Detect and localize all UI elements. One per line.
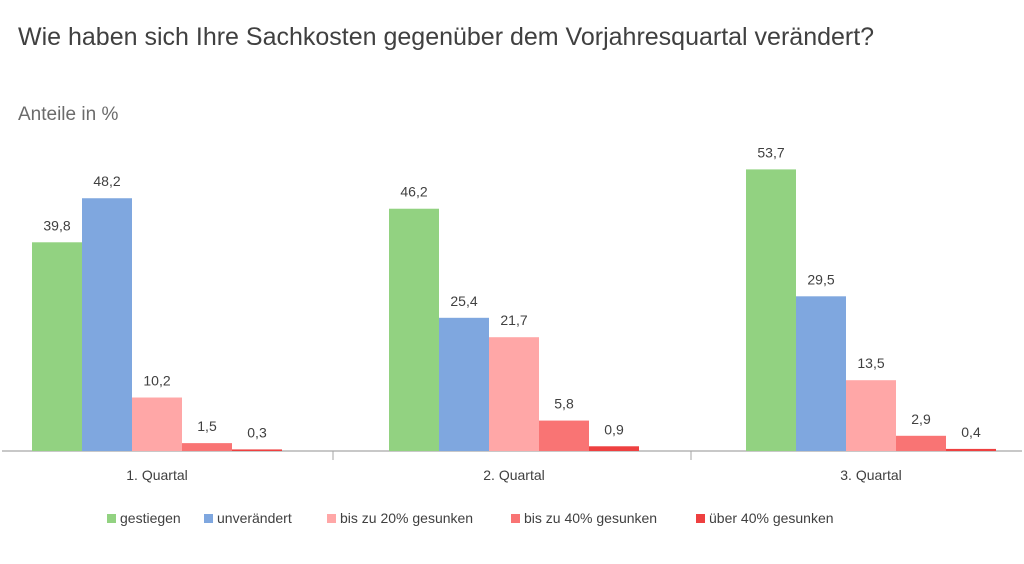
category-label-3: 3. Quartal bbox=[840, 467, 901, 483]
data-label-2-4: 5,8 bbox=[554, 396, 574, 412]
legend-label-3: bis zu 20% gesunken bbox=[340, 510, 473, 526]
bar-1-5 bbox=[232, 449, 282, 451]
data-label-1-3: 10,2 bbox=[143, 373, 170, 389]
data-label-2-2: 25,4 bbox=[450, 293, 477, 309]
bar-1-4 bbox=[182, 443, 232, 451]
data-label-2-5: 0,9 bbox=[604, 421, 624, 437]
bar-3-2 bbox=[796, 296, 846, 451]
data-label-2-1: 46,2 bbox=[400, 184, 427, 200]
data-label-2-3: 21,7 bbox=[500, 312, 527, 328]
legend: gestiegen unverändert bis zu 20% gesunken b… bbox=[107, 510, 834, 526]
bar-2-5 bbox=[589, 446, 639, 451]
bar-3-1 bbox=[746, 169, 796, 451]
legend-label-1: gestiegen bbox=[120, 510, 181, 526]
bar-3-5 bbox=[946, 448, 996, 451]
category-label-1: 1. Quartal bbox=[126, 467, 187, 483]
legend-swatch-1 bbox=[107, 514, 116, 523]
bar-2-4 bbox=[539, 420, 589, 451]
bar-1-2 bbox=[82, 198, 132, 451]
bar-2-1 bbox=[389, 208, 439, 451]
data-label-3-5: 0,4 bbox=[961, 424, 981, 440]
legend-label-5: über 40% gesunken bbox=[709, 510, 834, 526]
legend-swatch-2 bbox=[204, 514, 213, 523]
bar-3-4 bbox=[896, 435, 946, 451]
data-label-1-5: 0,3 bbox=[247, 424, 267, 440]
data-label-1-1: 39,8 bbox=[43, 217, 70, 233]
bar-2-3 bbox=[489, 337, 539, 451]
data-label-1-4: 1,5 bbox=[197, 418, 217, 434]
legend-swatch-4 bbox=[511, 514, 520, 523]
data-label-1-2: 48,2 bbox=[93, 173, 120, 189]
data-label-3-1: 53,7 bbox=[757, 144, 784, 160]
legend-label-4: bis zu 40% gesunken bbox=[524, 510, 657, 526]
bar-1-1 bbox=[32, 242, 82, 451]
data-label-3-4: 2,9 bbox=[911, 411, 931, 427]
data-label-3-2: 29,5 bbox=[807, 271, 834, 287]
legend-swatch-5 bbox=[696, 514, 705, 523]
legend-label-2: unverändert bbox=[217, 510, 292, 526]
legend-swatch-3 bbox=[327, 514, 336, 523]
category-label-2: 2. Quartal bbox=[483, 467, 544, 483]
bar-3-3 bbox=[846, 380, 896, 451]
bar-2-2 bbox=[439, 317, 489, 451]
chart-subtitle: Anteile in % bbox=[18, 104, 118, 125]
chart-title: Wie haben sich Ihre Sachkosten gegenüber… bbox=[18, 23, 874, 51]
plot-area: 39,8 48,2 10,2 1,5 0,3 1. Quartal 46,2 25,4 21,7… bbox=[2, 144, 1022, 483]
bar-1-3 bbox=[132, 397, 182, 451]
data-label-3-3: 13,5 bbox=[857, 355, 884, 371]
